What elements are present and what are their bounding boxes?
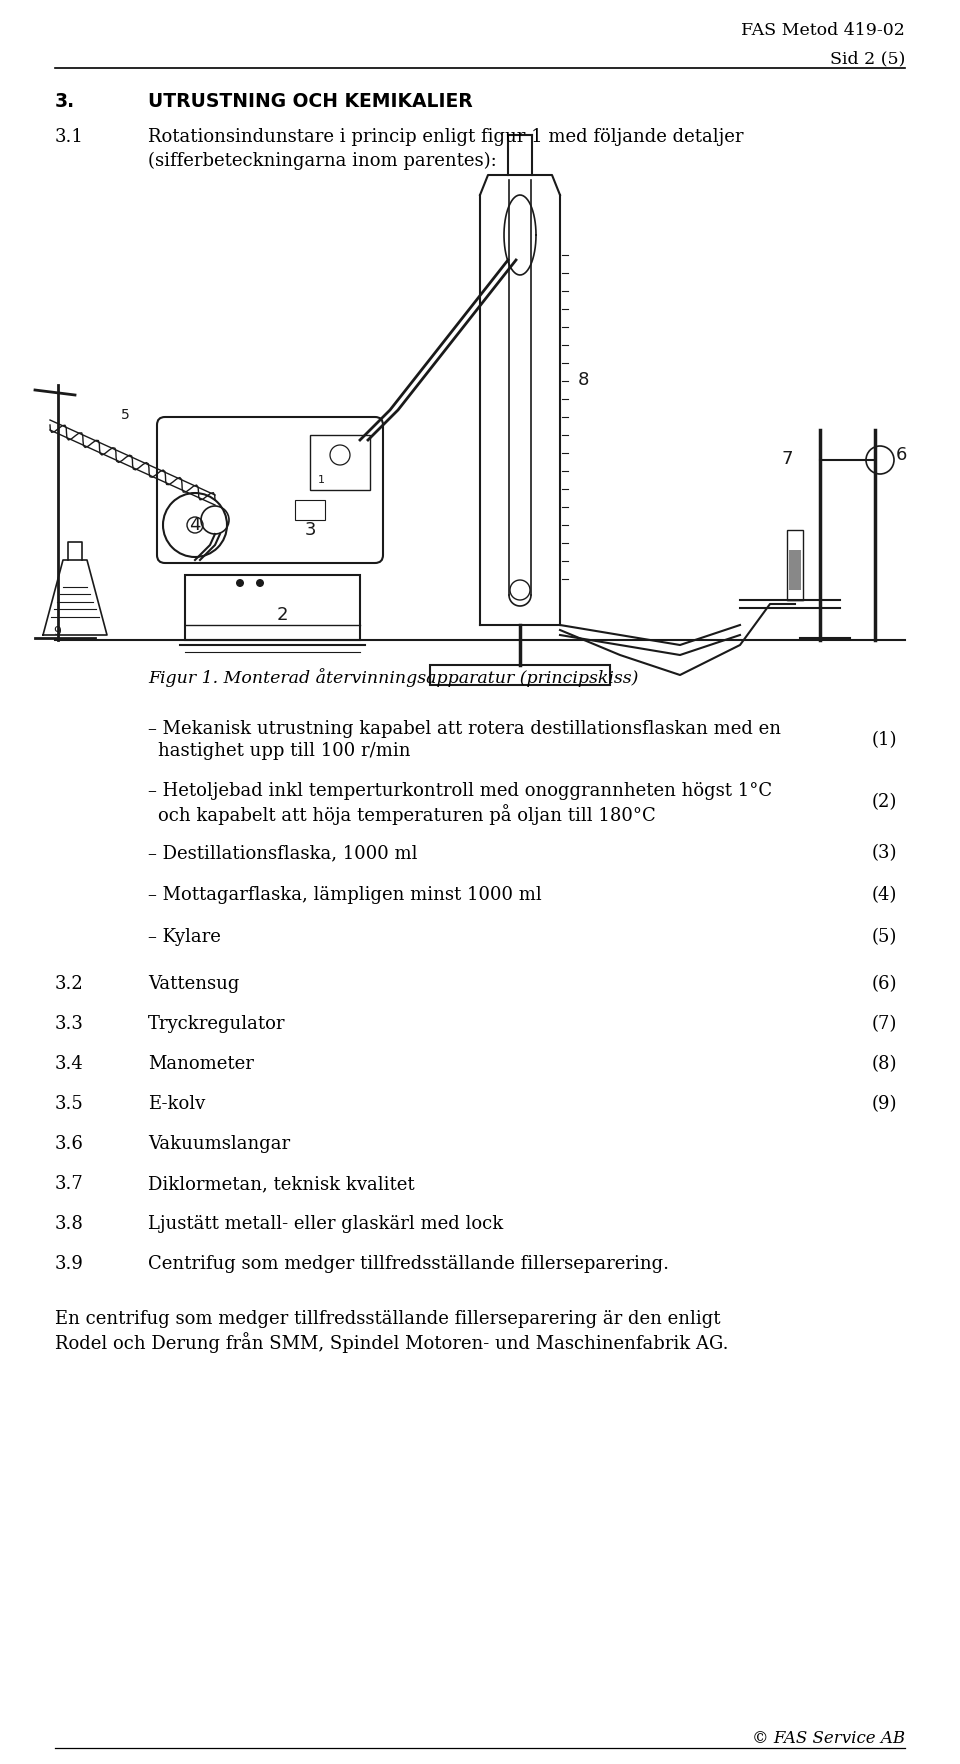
Text: 4: 4 <box>189 517 201 534</box>
Text: – Hetoljebad inkl temperturkontroll med onoggrannheten högst 1°C: – Hetoljebad inkl temperturkontroll med … <box>148 781 772 801</box>
Text: 3.7: 3.7 <box>55 1175 84 1192</box>
Text: Vakuumslangar: Vakuumslangar <box>148 1134 290 1154</box>
Text: 3.8: 3.8 <box>55 1215 84 1233</box>
Text: 1: 1 <box>318 475 325 485</box>
Text: Rodel och Derung från SMM, Spindel Motoren- und Maschinenfabrik AG.: Rodel och Derung från SMM, Spindel Motor… <box>55 1332 729 1353</box>
Text: hastighet upp till 100 r/min: hastighet upp till 100 r/min <box>158 743 411 760</box>
Text: (6): (6) <box>872 975 897 993</box>
Text: (9): (9) <box>872 1095 897 1113</box>
Text: © FAS Service AB: © FAS Service AB <box>752 1730 905 1746</box>
Text: – Mottagarflaska, lämpligen minst 1000 ml: – Mottagarflaska, lämpligen minst 1000 m… <box>148 886 541 903</box>
Text: 2: 2 <box>276 607 288 624</box>
Text: E-kolv: E-kolv <box>148 1095 205 1113</box>
Text: Sid 2 (5): Sid 2 (5) <box>829 49 905 67</box>
Text: – Destillationsflaska, 1000 ml: – Destillationsflaska, 1000 ml <box>148 843 418 863</box>
Text: Rotationsindunstare i princip enligt figur 1 med följande detaljer: Rotationsindunstare i princip enligt fig… <box>148 129 743 146</box>
Text: (2): (2) <box>872 794 897 811</box>
Text: En centrifug som medger tillfredsställande fillerseparering är den enligt: En centrifug som medger tillfredsställan… <box>55 1311 721 1328</box>
Text: 9: 9 <box>53 624 60 639</box>
Text: (sifferbeteckningarna inom parentes):: (sifferbeteckningarna inom parentes): <box>148 152 496 171</box>
Bar <box>787 529 803 600</box>
Circle shape <box>256 579 264 587</box>
Text: Diklormetan, teknisk kvalitet: Diklormetan, teknisk kvalitet <box>148 1175 415 1192</box>
Text: 3.4: 3.4 <box>55 1055 84 1073</box>
Text: (4): (4) <box>872 886 897 903</box>
Text: 7: 7 <box>781 450 793 467</box>
Text: 3.5: 3.5 <box>55 1095 84 1113</box>
Text: UTRUSTNING OCH KEMIKALIER: UTRUSTNING OCH KEMIKALIER <box>148 92 472 111</box>
Text: Centrifug som medger tillfredsställande fillerseparering.: Centrifug som medger tillfredsställande … <box>148 1254 669 1274</box>
Text: 5: 5 <box>121 407 130 422</box>
Text: 8: 8 <box>578 370 589 390</box>
Text: 3.9: 3.9 <box>55 1254 84 1274</box>
Text: (3): (3) <box>872 843 897 863</box>
Text: Manometer: Manometer <box>148 1055 253 1073</box>
Text: – Kylare: – Kylare <box>148 928 221 946</box>
Bar <box>295 499 325 520</box>
Text: (8): (8) <box>872 1055 897 1073</box>
Text: och kapabelt att höja temperaturen på oljan till 180°C: och kapabelt att höja temperaturen på ol… <box>158 804 656 826</box>
Text: (7): (7) <box>872 1014 897 1034</box>
Bar <box>185 575 360 640</box>
Text: Vattensug: Vattensug <box>148 975 239 993</box>
Text: 3.1: 3.1 <box>55 129 84 146</box>
Circle shape <box>236 579 244 587</box>
Bar <box>789 550 801 589</box>
Bar <box>310 436 370 490</box>
Text: Tryckregulator: Tryckregulator <box>148 1014 285 1034</box>
Text: – Mekanisk utrustning kapabel att rotera destillationsflaskan med en: – Mekanisk utrustning kapabel att rotera… <box>148 720 781 737</box>
Bar <box>430 665 610 684</box>
Text: 3.6: 3.6 <box>55 1134 84 1154</box>
Text: 3.: 3. <box>55 92 75 111</box>
Text: 3.2: 3.2 <box>55 975 84 993</box>
Text: Figur 1. Monterad återvinningsapparatur (principskiss): Figur 1. Monterad återvinningsapparatur … <box>148 669 638 686</box>
Text: Ljustätt metall- eller glaskärl med lock: Ljustätt metall- eller glaskärl med lock <box>148 1215 503 1233</box>
Text: (5): (5) <box>872 928 897 946</box>
Text: 3: 3 <box>304 520 316 540</box>
Text: 3.3: 3.3 <box>55 1014 84 1034</box>
Text: (1): (1) <box>872 730 897 750</box>
Text: 6: 6 <box>896 446 907 464</box>
Text: FAS Metod 419-02: FAS Metod 419-02 <box>741 21 905 39</box>
